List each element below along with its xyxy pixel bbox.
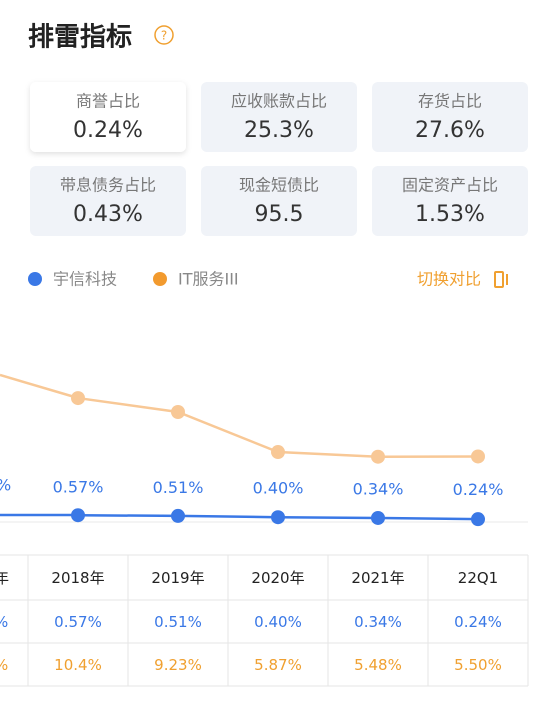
table-cell: 0.40%: [254, 613, 302, 631]
card-value: 95.5: [255, 202, 304, 227]
card-value: 1.53%: [415, 202, 485, 227]
point: [71, 508, 85, 523]
table-header: 2020年: [251, 569, 304, 587]
table-header: 22Q1: [458, 569, 498, 587]
point: [71, 391, 85, 406]
switch-button[interactable]: 切换对比: [417, 270, 481, 289]
card: [372, 166, 528, 236]
value-label: 0.40%: [253, 479, 304, 498]
legend-dot: [28, 272, 42, 286]
point: [471, 512, 485, 527]
card: [30, 166, 186, 236]
cards: 商誉占比 0.24% 应收账款占比 25.3% 存货占比 27.6% 带息债务占比 0.43%…: [30, 82, 528, 236]
card-label: 现金短债比: [239, 176, 319, 195]
value-label: 0.51%: [153, 478, 204, 497]
table-cell: 0.51%: [154, 613, 202, 631]
table-cell: %: [0, 613, 8, 631]
card: [372, 82, 528, 152]
table-cell: %: [0, 656, 8, 674]
legend-label: 宇信科技: [53, 270, 117, 289]
title: 排雷指标: [28, 23, 132, 53]
table-header: 2019年: [151, 569, 204, 587]
table-header: 2018年: [51, 569, 104, 587]
point: [471, 449, 485, 464]
card-value: 27.6%: [415, 118, 485, 143]
table-cell: 10.4%: [54, 656, 102, 674]
help-icon[interactable]: [154, 25, 174, 45]
help-mark[interactable]: ?: [161, 29, 167, 43]
point: [171, 405, 185, 420]
table-header: 年: [0, 569, 9, 587]
legend-dot: [153, 272, 167, 286]
table-cell: 9.23%: [154, 656, 202, 674]
card: [201, 166, 357, 236]
card-value: 0.43%: [73, 202, 143, 227]
card: [30, 82, 186, 152]
table-cell: 0.34%: [354, 613, 402, 631]
clipped-line: [0, 373, 79, 400]
table-cell: 5.50%: [454, 656, 502, 674]
table: 年%% 2018年 0.57% 10.4% 2019年 0.51% 9.23% 2020年 0.…: [0, 554, 529, 687]
clipped-label: %: [0, 476, 11, 495]
card-label: 固定资产占比: [402, 176, 498, 195]
point: [171, 508, 185, 523]
card-label: 应收账款占比: [231, 92, 327, 111]
card-label: 商誉占比: [76, 92, 140, 111]
table-cell: 0.24%: [454, 613, 502, 631]
chart: 0.57% 0.51% 0.40% 0.34% 0.24%: [53, 391, 504, 527]
point: [371, 510, 385, 525]
switch-icon[interactable]: [494, 271, 508, 288]
table-cell: 0.57%: [54, 613, 102, 631]
card-label: 存货占比: [418, 92, 482, 111]
card-value: 0.24%: [73, 118, 143, 143]
table-cell: 5.87%: [254, 656, 302, 674]
point: [271, 445, 285, 460]
value-label: 0.24%: [453, 480, 504, 499]
point: [271, 510, 285, 525]
table-cell: 5.48%: [354, 656, 402, 674]
legend: 宇信科技 IT服务III: [28, 270, 239, 289]
value-label: 0.57%: [53, 478, 104, 497]
legend-label: IT服务III: [178, 270, 239, 289]
value-label: 0.34%: [353, 479, 404, 498]
card-value: 25.3%: [244, 118, 314, 143]
point: [371, 449, 385, 464]
card: [201, 82, 357, 152]
table-header: 2021年: [351, 569, 404, 587]
card-label: 带息债务占比: [60, 176, 156, 195]
